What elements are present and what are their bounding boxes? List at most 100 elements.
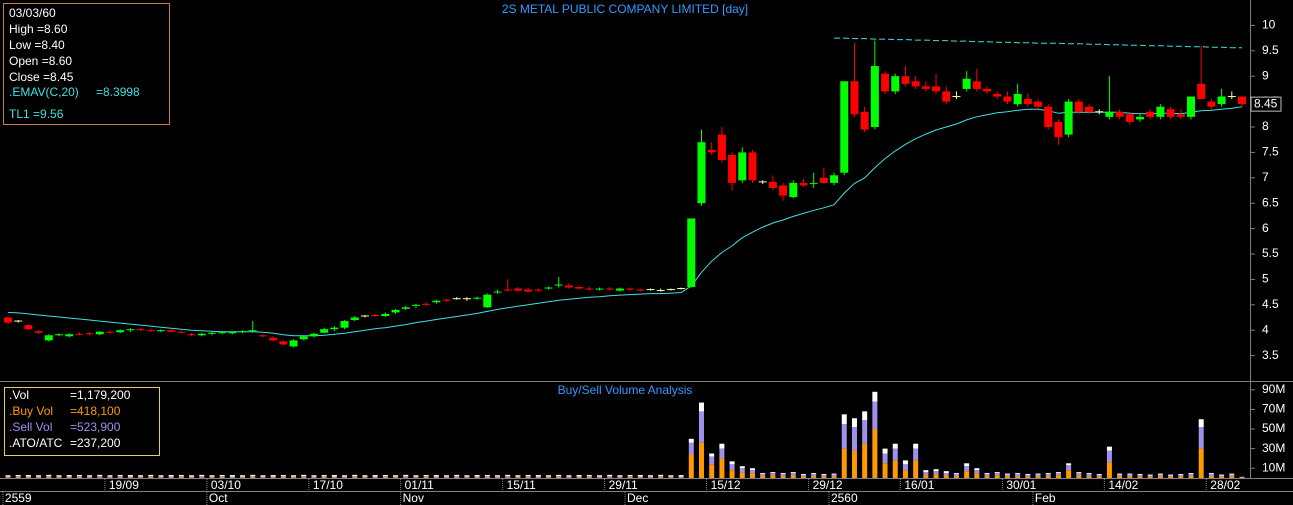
volume-bar <box>1117 474 1123 477</box>
volume-bar <box>25 476 31 478</box>
volume-bar <box>168 476 174 478</box>
y-tick-label: 7.5 <box>1262 145 1279 159</box>
volume-bar <box>627 475 633 477</box>
volume-bar <box>1045 476 1051 478</box>
volume-bar <box>862 411 868 421</box>
volume-bar <box>811 473 817 475</box>
candle-body <box>534 289 543 291</box>
volume-bar <box>1086 474 1092 477</box>
volume-bar <box>790 472 796 474</box>
x-tick-label: 14/02 <box>1108 478 1138 492</box>
candle-body <box>1166 109 1175 117</box>
candle-body <box>85 333 94 335</box>
volume-bar <box>209 477 215 478</box>
ema-line <box>7 106 1243 337</box>
candle-body <box>330 327 339 330</box>
candle-body <box>850 81 859 115</box>
volume-bar <box>1239 476 1245 478</box>
volume-bar <box>1086 476 1092 478</box>
candle-body <box>544 287 553 289</box>
volume-bar <box>240 476 246 478</box>
volume-bar <box>698 402 704 412</box>
volume-bar <box>627 477 633 478</box>
volume-bar <box>739 466 745 469</box>
candle-body <box>595 288 604 290</box>
volume-bar <box>66 476 72 478</box>
volume-bar <box>189 475 195 477</box>
candle-body <box>320 329 329 333</box>
volume-bar <box>566 476 572 478</box>
volume-bar <box>933 469 939 472</box>
volume-bar <box>321 477 327 478</box>
volume-bar <box>148 477 154 478</box>
candle-body <box>891 76 900 92</box>
candle-body <box>146 330 155 332</box>
volume-bar <box>597 476 603 478</box>
volume-bar <box>851 418 857 428</box>
volume-bar <box>1188 476 1194 478</box>
volume-bar <box>892 448 898 461</box>
candle-body <box>1023 99 1032 105</box>
volume-bar <box>953 474 959 477</box>
volume-bar <box>1045 473 1051 475</box>
candle-body <box>309 333 318 337</box>
volume-bar <box>280 476 286 478</box>
volume-bar <box>1076 475 1082 478</box>
volume-bar <box>382 477 388 478</box>
candle-body <box>1217 96 1226 105</box>
candle-body <box>136 329 145 331</box>
x-tick-label: 17/10 <box>313 478 343 492</box>
volume-bar <box>229 477 235 478</box>
volume-bar <box>219 477 225 478</box>
candle-body <box>238 331 247 333</box>
x-tick-label: 03/10 <box>211 478 241 492</box>
volume-bar <box>770 473 776 476</box>
y-tick-label: 8 <box>1262 119 1269 133</box>
volume-bar <box>1137 474 1143 476</box>
buy-vol-label: .Buy Vol <box>9 404 53 418</box>
info-high: High =8.60 <box>9 22 68 36</box>
volume-bar <box>1178 474 1184 476</box>
volume-bar <box>382 475 388 477</box>
volume-bar <box>943 475 949 478</box>
volume-bar <box>505 474 511 477</box>
x-tick-label: 19/09 <box>109 478 139 492</box>
volume-bar <box>770 475 776 478</box>
volume-bar <box>964 471 970 478</box>
period-label: Dec <box>627 491 648 505</box>
volume-bar <box>964 463 970 467</box>
volume-bar <box>923 472 929 476</box>
candle-body <box>167 330 176 332</box>
candle-body <box>1115 111 1124 117</box>
volume-bar <box>525 476 531 478</box>
volume-bar <box>1219 475 1225 477</box>
candle-body <box>1176 114 1185 117</box>
volume-bar <box>36 476 42 478</box>
volume-bar <box>688 438 694 443</box>
candle-body <box>585 288 594 290</box>
volume-bar <box>1025 476 1031 478</box>
volume-bar <box>1015 474 1021 477</box>
volume-bar <box>637 477 643 478</box>
period-label: 2559 <box>5 491 32 505</box>
volume-bar <box>158 477 164 478</box>
candle-body <box>44 335 53 341</box>
volume-bar <box>749 470 755 474</box>
candle-body <box>779 185 788 196</box>
candle-body <box>626 288 635 290</box>
volume-bar <box>607 476 613 478</box>
volume-bar <box>76 475 82 477</box>
volume-bar <box>25 475 31 477</box>
candle-body <box>1156 106 1165 117</box>
y-tick-label: 90M <box>1262 382 1285 396</box>
volume-bar <box>668 477 674 478</box>
volume-bar <box>851 450 857 478</box>
volume-bar <box>831 476 837 478</box>
candle-body <box>993 93 1002 97</box>
volume-bar <box>1076 472 1082 474</box>
volume-bar <box>46 476 52 478</box>
volume-bar <box>1157 473 1163 475</box>
volume-bar <box>1015 473 1021 475</box>
volume-bar <box>138 475 144 477</box>
ato-label: .ATO/ATC <box>9 436 63 450</box>
